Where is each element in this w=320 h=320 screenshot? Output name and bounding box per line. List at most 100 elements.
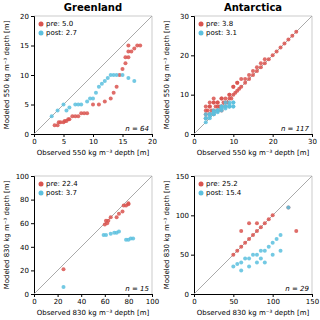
x-tick-mark	[64, 134, 65, 137]
x-axis-line	[195, 295, 313, 298]
point	[231, 85, 235, 89]
legend-label: post: 15.4	[206, 189, 242, 197]
y-tick-mark	[191, 55, 194, 56]
point	[62, 103, 66, 107]
x-tick-mark	[105, 294, 106, 297]
legend: pre: 3.8post: 3.1	[199, 20, 237, 37]
point	[132, 46, 136, 50]
y-tick: 10	[20, 72, 34, 80]
point	[259, 249, 263, 253]
y-tick: 100	[176, 212, 194, 220]
point	[67, 105, 71, 109]
point	[223, 101, 227, 105]
point	[239, 245, 243, 249]
x-tick: 0	[32, 294, 36, 306]
legend: pre: 25.2post: 15.4	[199, 180, 242, 197]
point	[212, 110, 216, 114]
legend-swatch	[199, 22, 204, 27]
x-tick: 30	[308, 134, 317, 146]
point	[216, 108, 220, 112]
y-axis-line	[31, 17, 35, 135]
point	[255, 69, 259, 73]
point	[208, 112, 212, 116]
frame-top	[34, 176, 152, 177]
series	[62, 229, 136, 288]
point	[106, 76, 110, 80]
y-tick-mark	[31, 247, 34, 248]
point	[212, 97, 216, 101]
legend: pre: 5.0post: 2.7	[39, 20, 77, 37]
x-tick: 20	[148, 134, 157, 146]
point	[94, 91, 98, 95]
x-tick: 0	[192, 294, 196, 306]
point	[123, 61, 127, 65]
y-tick-mark	[31, 75, 34, 76]
point	[208, 104, 212, 108]
point	[204, 112, 208, 116]
x-tick: 40	[77, 294, 86, 306]
point	[275, 49, 279, 53]
point	[251, 73, 255, 77]
point	[97, 85, 101, 89]
point	[227, 103, 231, 107]
point	[243, 257, 247, 261]
point	[267, 57, 271, 61]
legend-swatch	[39, 31, 44, 36]
point	[231, 253, 235, 257]
point	[263, 221, 267, 225]
x-axis-line	[35, 135, 153, 138]
y-tick-label: 20	[20, 13, 29, 21]
point	[263, 261, 267, 265]
y-tick-label: 20	[180, 52, 189, 60]
y-tick-label: 10	[180, 91, 189, 99]
legend-item: post: 3.1	[199, 29, 237, 37]
point	[79, 103, 83, 107]
legend-label: post: 3.7	[46, 189, 77, 197]
point	[223, 104, 227, 108]
point	[247, 221, 251, 225]
point	[243, 81, 247, 85]
point	[220, 97, 224, 101]
point	[204, 108, 208, 112]
x-tick: 5	[62, 134, 66, 146]
y-tick-label: 15	[20, 42, 29, 50]
y-tick: 100	[16, 173, 34, 181]
point	[271, 53, 275, 57]
x-tick-label: 0	[32, 298, 36, 306]
y-tick-label: 150	[176, 173, 189, 181]
point	[129, 49, 133, 53]
x-tick: 0	[32, 134, 36, 146]
point	[247, 77, 251, 81]
x-tick: 80	[124, 294, 133, 306]
point	[117, 212, 121, 216]
one-to-one-line	[194, 176, 312, 294]
legend-swatch	[199, 191, 204, 196]
point	[204, 104, 208, 108]
x-tick: 20	[269, 134, 278, 146]
point	[247, 264, 251, 268]
legend-label: post: 2.7	[46, 29, 77, 37]
annotation: n = 29	[285, 285, 309, 293]
point	[231, 101, 235, 105]
frame-right	[152, 176, 153, 294]
y-tick-mark	[31, 223, 34, 224]
point	[279, 45, 283, 49]
point	[239, 85, 243, 89]
point	[235, 81, 239, 85]
y-tick: 20	[20, 13, 34, 21]
point	[235, 81, 239, 85]
legend-label: pre: 25.2	[206, 180, 238, 188]
point	[255, 253, 259, 257]
y-axis-line	[191, 177, 195, 295]
x-tick: 15	[119, 134, 128, 146]
x-tick-label: 100	[146, 298, 159, 306]
point	[229, 97, 233, 101]
point	[243, 241, 247, 245]
series	[204, 30, 298, 121]
legend-item: pre: 25.2	[199, 180, 238, 188]
annotation: n = 15	[125, 285, 149, 293]
y-axis: 05101520	[20, 13, 34, 139]
point	[56, 108, 60, 112]
annotation: n = 117	[281, 125, 310, 133]
x-tick-label: 80	[124, 298, 133, 306]
